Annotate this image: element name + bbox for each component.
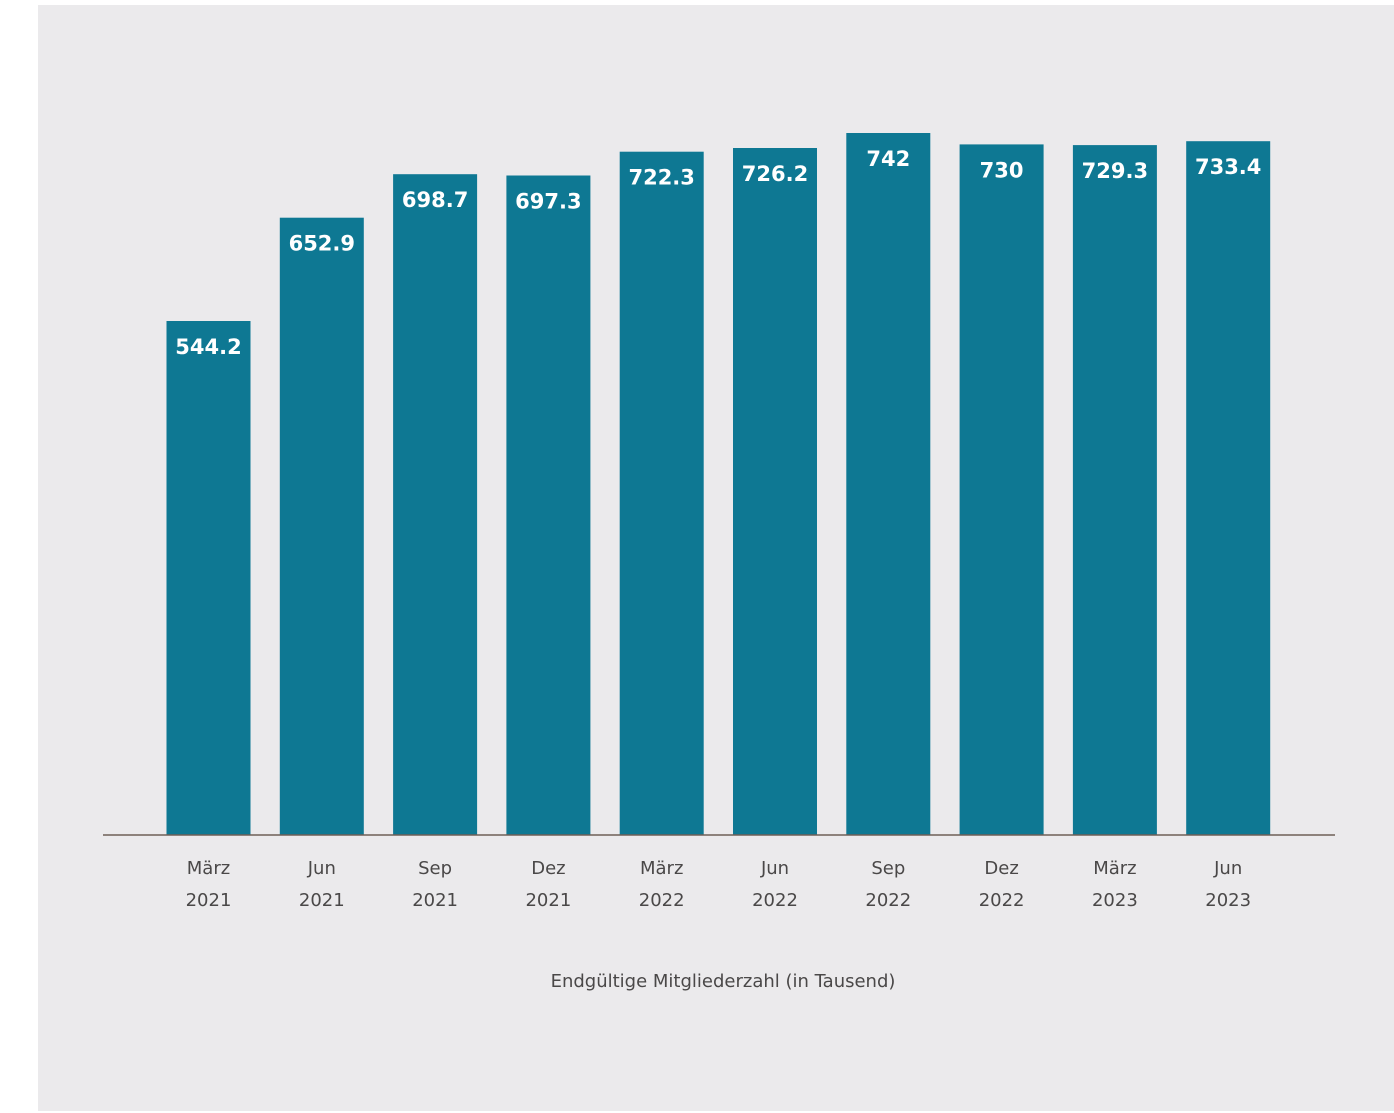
bar-value-label: 697.3 [515, 190, 581, 214]
x-axis-title: Endgültige Mitgliederzahl (in Tausend) [551, 971, 896, 992]
bar-0 [166, 321, 251, 835]
bar-value-label: 729.3 [1082, 159, 1148, 183]
bar-7 [959, 144, 1044, 835]
bar-3 [506, 175, 591, 835]
x-tick-label-year: 2022 [752, 890, 798, 911]
bar-value-label: 652.9 [289, 232, 355, 256]
x-tick-label-month: Jun [307, 858, 336, 879]
chart-panel [38, 5, 1394, 1111]
bar-1 [279, 217, 364, 835]
bars-layer: 544.2 652.9 698.7 697.3 722.3 726.2 742 730 729.… [166, 133, 1271, 836]
x-tick-label-year: 2023 [1205, 890, 1251, 911]
x-tick-label-month: Jun [1213, 858, 1242, 879]
x-tick-label-year: 2022 [979, 890, 1025, 911]
x-tick-labels: März 2021 Jun 2021 Sep 2021 Dez 2021 März 2022 Jun… [186, 858, 1252, 911]
x-tick-label-year: 2021 [525, 890, 571, 911]
bar-8 [1072, 145, 1157, 836]
bar-value-label: 698.7 [402, 188, 468, 212]
x-tick-label-year: 2022 [865, 890, 911, 911]
x-tick-label-month: Dez [984, 858, 1018, 879]
bar-value-label: 742 [866, 147, 910, 171]
x-tick-label-year: 2021 [412, 890, 458, 911]
bar-value-label: 726.2 [742, 162, 808, 186]
x-tick-label-month: März [640, 858, 683, 879]
x-tick-label-month: Sep [418, 858, 452, 879]
bar-value-label: 544.2 [175, 335, 241, 359]
x-tick-label-month: Jun [760, 858, 789, 879]
bar-4 [619, 151, 704, 835]
bar-value-label: 730 [980, 158, 1024, 182]
bar-6 [846, 133, 931, 835]
x-tick-label-month: März [187, 858, 230, 879]
bar-value-label: 722.3 [628, 166, 694, 190]
bar-5 [733, 148, 817, 835]
x-tick-label-year: 2022 [639, 890, 685, 911]
x-tick-label-year: 2021 [299, 890, 345, 911]
bar-2 [393, 174, 478, 835]
bar-9 [1186, 141, 1271, 835]
x-tick-label-month: Dez [531, 858, 565, 879]
x-tick-label-year: 2021 [186, 890, 232, 911]
bar-value-label: 733.4 [1195, 155, 1261, 179]
x-tick-label-month: Sep [871, 858, 905, 879]
x-tick-label-year: 2023 [1092, 890, 1138, 911]
x-tick-label-month: März [1093, 858, 1136, 879]
